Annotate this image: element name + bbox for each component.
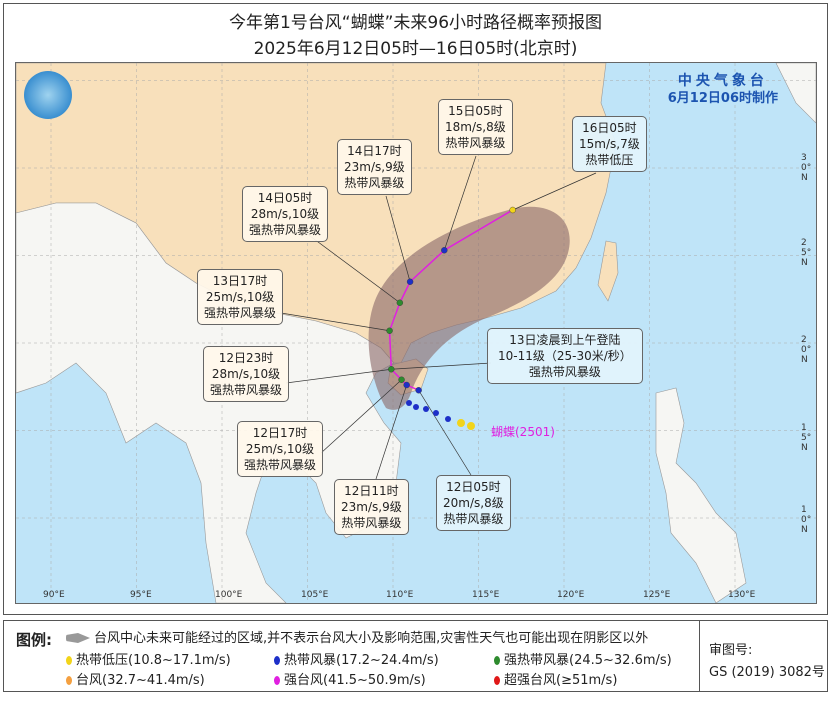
label-landfall: 13日凌晨到上午登陆 10-11级（25-30米/秒） 强热带风暴级: [487, 328, 643, 384]
figure-frame: [3, 3, 828, 615]
chart-subtitle: 2025年6月12日05时—16日05时(北京时): [253, 39, 578, 59]
legend-divider: [699, 621, 700, 691]
leader-line: [320, 379, 402, 454]
leader-line: [305, 232, 401, 304]
leader-line: [391, 362, 492, 370]
label-13d17: 13日17时 25m/s,10级 强热带风暴级: [197, 269, 284, 325]
track-map: 中央气象台 6月12日06时制作 蝴蝶(2501) 15日05时 18m/s,8级…: [15, 62, 817, 604]
forecast-point: [398, 376, 405, 383]
past-track: [406, 400, 475, 430]
lon-label: 95°E: [130, 590, 152, 600]
chart-title: 今年第1号台风“蝴蝶”未来96小时路径概率预报图: [228, 13, 603, 33]
taiwan-island: [597, 240, 619, 302]
philippines-land: [655, 387, 747, 603]
lon-label: 125°E: [643, 590, 671, 600]
past-track-point: [457, 419, 465, 427]
forecast-point: [403, 381, 410, 389]
leader-line: [375, 384, 408, 480]
issued-time: 6月12日06时制作: [667, 91, 778, 106]
legend-item-ty: 台风(32.7~41.4m/s): [66, 669, 205, 688]
label-14d05: 14日05时 28m/s,10级 强热带风暴级: [242, 186, 329, 242]
typhoon-name: 蝴蝶(2501): [491, 425, 555, 439]
leader-line: [418, 390, 472, 476]
label-14d17: 14日17时 23m/s,9级 热带风暴级: [337, 139, 412, 195]
past-track-point: [423, 406, 429, 412]
sty-dot-icon: [274, 676, 280, 685]
legend-label: 图例:: [16, 631, 52, 649]
probability-cone: [368, 206, 570, 410]
forecast-point: [388, 366, 395, 373]
lat-label: 20°N: [801, 335, 812, 365]
leader-line: [385, 195, 411, 282]
legend-item-td: 热带低压(10.8~17.1m/s): [66, 649, 231, 668]
lon-label: 115°E: [472, 590, 500, 600]
lat-label: 30°N: [801, 153, 812, 183]
legend-item-sty: 强台风(41.5~50.9m/s): [274, 669, 426, 688]
leader-line: [512, 172, 597, 211]
sts-dot-icon: [494, 656, 500, 665]
approval-label: 审图号:: [709, 643, 753, 658]
label-15d05: 15日05时 18m/s,8级 热带风暴级: [438, 99, 513, 155]
past-track-point: [445, 416, 451, 422]
legend-item-sts: 强热带风暴(24.5~32.6m/s): [494, 649, 672, 668]
forecast-point: [441, 247, 448, 254]
forecast-point: [396, 299, 404, 306]
leader-line: [285, 368, 392, 384]
forecast-point: [415, 387, 422, 394]
agency-name: 中央气象台: [677, 73, 768, 89]
forecast-point: [386, 327, 393, 334]
leader-line: [443, 155, 477, 251]
lon-label: 105°E: [301, 590, 329, 600]
northeast-coast: [775, 63, 816, 124]
nmc-logo: [24, 71, 72, 119]
lon-label: 120°E: [557, 590, 585, 600]
label-12d23: 12日23时 28m/s,10级 强热带风暴级: [203, 346, 290, 402]
label-12d05: 12日05时 20m/s,8级 热带风暴级: [436, 475, 511, 531]
legend-cone: 台风中心未来可能经过的区域,并不表示台风大小及影响范围,灾害性天气也可能出现在阴…: [66, 627, 648, 646]
map-canvas: [16, 63, 816, 603]
legend-item-superty: 超强台风(≥51m/s): [494, 669, 617, 688]
ts-dot-icon: [274, 656, 280, 665]
legend: 图例: 台风中心未来可能经过的区域,并不表示台风大小及影响范围,灾害性天气也可能…: [3, 620, 828, 692]
past-track-point: [467, 422, 475, 430]
approval-number: GS (2019) 3082号: [709, 665, 825, 680]
td-dot-icon: [66, 656, 72, 665]
label-16d05: 16日05时 15m/s,7级 热带低压: [572, 116, 647, 172]
forecast-points: [386, 206, 516, 394]
forecast-point: [509, 206, 516, 214]
lat-label: 15°N: [801, 423, 812, 453]
cone-swatch-icon: [66, 633, 90, 643]
lon-label: 90°E: [43, 590, 65, 600]
past-track-point: [433, 410, 439, 416]
label-12d17: 12日17时 25m/s,10级 强热带风暴级: [237, 421, 324, 477]
past-track-point: [406, 400, 412, 406]
past-track-point: [413, 404, 419, 410]
label-leader-lines: [280, 155, 597, 480]
superty-dot-icon: [494, 676, 500, 685]
label-12d11: 12日11时 23m/s,9级 热带风暴级: [334, 479, 409, 535]
lon-label: 110°E: [386, 590, 414, 600]
lon-label: 100°E: [215, 590, 243, 600]
lat-label: 10°N: [801, 505, 812, 535]
lon-label: 130°E: [728, 590, 756, 600]
legend-item-ts: 热带风暴(17.2~24.4m/s): [274, 649, 439, 668]
lat-label: 25°N: [801, 238, 812, 268]
leader-line: [280, 312, 390, 332]
agency-block: 中央气象台 6月12日06时制作: [668, 73, 778, 107]
forecast-point: [406, 278, 414, 285]
ty-dot-icon: [66, 676, 72, 685]
